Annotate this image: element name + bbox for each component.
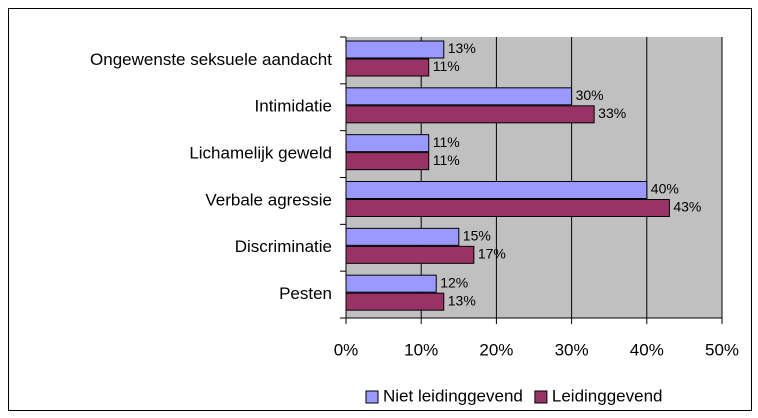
bar (345, 227, 460, 246)
y-tick-label: Discriminatie (235, 237, 332, 256)
value-label: 11% (433, 152, 460, 168)
value-label: 11% (433, 58, 460, 74)
value-label: 17% (478, 246, 506, 262)
x-tick-label: 20% (479, 340, 513, 359)
legend-swatch (534, 390, 548, 404)
bar (345, 58, 430, 77)
value-label: 33% (598, 105, 626, 121)
bar (345, 105, 595, 124)
bar (345, 40, 445, 59)
y-tick-label: Ongewenste seksuele aandacht (90, 50, 332, 69)
legend-swatch (365, 390, 379, 404)
value-label: 40% (651, 181, 679, 197)
value-label: 13% (448, 40, 476, 56)
bar (345, 152, 430, 171)
bar (345, 181, 648, 199)
x-tick-label: 50% (705, 340, 739, 359)
bar (345, 245, 475, 264)
value-label: 15% (463, 228, 491, 244)
y-tick-label: Pesten (279, 284, 332, 303)
plot-area (346, 37, 722, 318)
bar (345, 274, 437, 293)
legend-label: Leidinggevend (552, 386, 663, 405)
bar (345, 199, 670, 217)
value-label: 11% (433, 134, 460, 150)
x-tick-label: 30% (555, 340, 589, 359)
x-tick-label: 0% (334, 340, 359, 359)
y-tick-label: Lichamelijk geweld (189, 144, 332, 163)
y-tick-label: Intimidatie (255, 97, 332, 116)
bar (345, 134, 430, 153)
x-tick-label: 40% (630, 340, 664, 359)
value-label: 43% (673, 199, 701, 215)
x-tick-label: 10% (404, 340, 438, 359)
value-label: 13% (448, 292, 476, 308)
legend-label: Niet leidinggevend (383, 386, 523, 405)
value-label: 30% (576, 87, 604, 103)
bar (345, 87, 573, 106)
bar (345, 292, 445, 311)
y-tick-label: Verbale agressie (205, 190, 332, 209)
value-label: 12% (440, 274, 468, 290)
